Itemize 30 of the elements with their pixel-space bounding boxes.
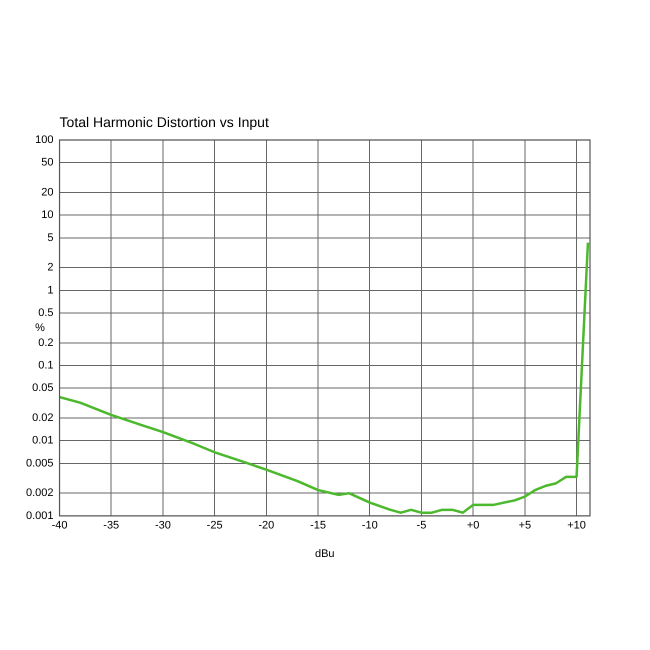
y-tick-label: 100 xyxy=(35,134,54,146)
x-tick-label: +5 xyxy=(518,519,532,532)
y-tick-label: 0.002 xyxy=(26,487,54,500)
x-tick-label: -5 xyxy=(416,519,426,532)
y-tick-label: 0.5 xyxy=(38,306,54,319)
y-tick-label: 0.1 xyxy=(38,360,54,372)
x-tick-label: +0 xyxy=(466,519,480,532)
y-tick-label: 20 xyxy=(41,186,54,199)
y-axis-title: % xyxy=(35,322,46,334)
x-tick-label: -25 xyxy=(206,519,223,532)
chart-title: Total Harmonic Distortion vs Input xyxy=(60,114,269,130)
x-tick-label: -10 xyxy=(362,519,378,532)
x-tick-label: -15 xyxy=(310,519,326,532)
y-tick-label: 10 xyxy=(41,209,54,222)
x-tick-label: -20 xyxy=(258,519,274,532)
x-axis-title: dBu xyxy=(314,548,335,560)
y-tick-label: 50 xyxy=(41,156,54,169)
x-tick-label: -30 xyxy=(154,519,171,532)
y-tick-label: 0.02 xyxy=(32,412,54,424)
y-tick-label: 1 xyxy=(47,284,54,296)
y-tick-label: 0.001 xyxy=(26,510,54,522)
x-tick-label: +10 xyxy=(567,519,586,532)
y-tick-label: 0.2 xyxy=(38,336,54,349)
y-tick-label: 5 xyxy=(47,232,54,244)
x-tick-label: -40 xyxy=(52,519,68,532)
y-tick-label: 2 xyxy=(47,262,54,274)
y-tick-label: 0.01 xyxy=(32,434,54,447)
y-tick-label: 0.05 xyxy=(32,382,54,394)
x-tick-label: -35 xyxy=(103,519,120,532)
y-tick-label: 0.005 xyxy=(26,457,54,470)
